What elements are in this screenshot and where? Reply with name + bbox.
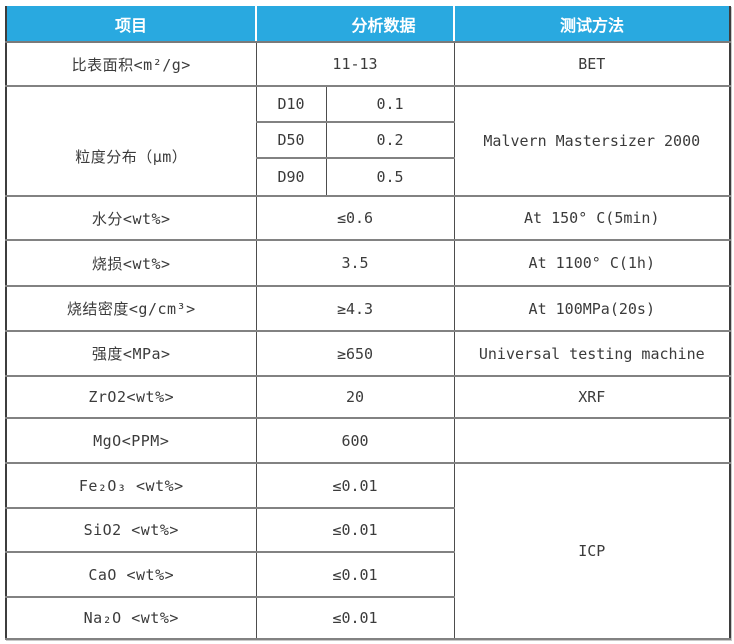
cell-mgo-method <box>453 417 731 464</box>
table-row-sintered-density: 烧结密度<g/cm³> ≥4.3 At 100MPa(20s) <box>5 285 731 332</box>
header-row: 项目 分析数据 测试方法 <box>5 6 732 43</box>
cell-strength-label: 强度<MPa> <box>5 330 257 377</box>
cell-strength-method: Universal testing machine <box>453 330 731 377</box>
col-header-analysis-data: 分析数据 <box>254 6 456 43</box>
cell-psd-d10-value: 0.1 <box>325 85 455 123</box>
cell-zro2-label: ZrO2<wt%> <box>5 375 257 419</box>
cell-psd-d90-value: 0.5 <box>325 157 455 197</box>
table-row-fe2o3: Fe₂O₃ <wt%> ≤0.01 ICP <box>5 462 731 640</box>
cell-strength-value: ≥650 <box>255 330 455 377</box>
cell-ignition-loss-label: 烧损<wt%> <box>5 239 257 287</box>
cell-zro2-method: XRF <box>453 375 731 419</box>
cell-zro2-value: 20 <box>255 375 455 419</box>
table-row-psd-d50: D50 0.2 <box>6 121 730 159</box>
cell-sintered-density-method: At 100MPa(20s) <box>453 285 731 332</box>
table-row-zro2: ZrO2<wt%> 20 XRF <box>5 375 731 419</box>
table-row-cao: CaO <wt%> ≤0.01 <box>5 551 730 598</box>
cell-surface-area-label: 比表面积<m²/g> <box>5 41 257 87</box>
spec-table: 项目 分析数据 测试方法 比表面积<m²/g> 11-13 BET 粒度分布（μ… <box>5 6 732 640</box>
cell-sio2-label: SiO2 <wt%> <box>5 507 257 553</box>
table-row-na2o: Na₂O <wt%> ≤0.01 <box>5 596 730 640</box>
cell-cao-label: CaO <wt%> <box>5 551 257 598</box>
cell-psd-label: 粒度分布（μm） <box>5 85 257 197</box>
table-row-psd-d10: 粒度分布（μm） D10 0.1 Malvern Mastersizer 200… <box>5 85 731 197</box>
cell-sintered-density-label: 烧结密度<g/cm³> <box>5 285 257 332</box>
cell-na2o-value: ≤0.01 <box>255 596 455 640</box>
cell-na2o-label: Na₂O <wt%> <box>5 596 257 640</box>
cell-psd-d10-key: D10 <box>255 85 327 123</box>
table-row-surface-area: 比表面积<m²/g> 11-13 BET <box>5 41 731 87</box>
cell-fe2o3-label: Fe₂O₃ <wt%> <box>5 462 257 509</box>
cell-cao-value: ≤0.01 <box>255 551 455 598</box>
cell-moisture-label: 水分<wt%> <box>5 195 257 241</box>
cell-icp-method: ICP <box>453 462 731 640</box>
cell-psd-d50-value: 0.2 <box>325 121 455 159</box>
cell-psd-d50-key: D50 <box>255 121 327 159</box>
table-row-strength: 强度<MPa> ≥650 Universal testing machine <box>5 330 731 377</box>
cell-mgo-value: 600 <box>255 417 455 464</box>
cell-psd-d90-key: D90 <box>255 157 327 197</box>
table-row-sio2: SiO2 <wt%> ≤0.01 <box>5 507 730 553</box>
cell-fe2o3-value: ≤0.01 <box>255 462 455 509</box>
col-header-item: 项目 <box>5 6 257 43</box>
cell-sintered-density-value: ≥4.3 <box>255 285 455 332</box>
cell-mgo-label: MgO<PPM> <box>5 417 257 464</box>
table-row-ignition-loss: 烧损<wt%> 3.5 At 1100° C(1h) <box>5 239 731 287</box>
table-row-psd-d90: D90 0.5 <box>6 157 730 197</box>
table-row-mgo: MgO<PPM> 600 <box>5 417 731 464</box>
cell-surface-area-method: BET <box>453 41 731 87</box>
cell-surface-area-value: 11-13 <box>255 41 455 87</box>
table-row-moisture: 水分<wt%> ≤0.6 At 150° C(5min) <box>5 195 731 241</box>
cell-ignition-loss-method: At 1100° C(1h) <box>453 239 731 287</box>
col-header-test-method: 测试方法 <box>453 6 732 43</box>
cell-psd-method: Malvern Mastersizer 2000 <box>453 85 731 197</box>
cell-sio2-value: ≤0.01 <box>255 507 455 553</box>
cell-ignition-loss-value: 3.5 <box>255 239 455 287</box>
cell-moisture-method: At 150° C(5min) <box>453 195 731 241</box>
cell-moisture-value: ≤0.6 <box>255 195 455 241</box>
